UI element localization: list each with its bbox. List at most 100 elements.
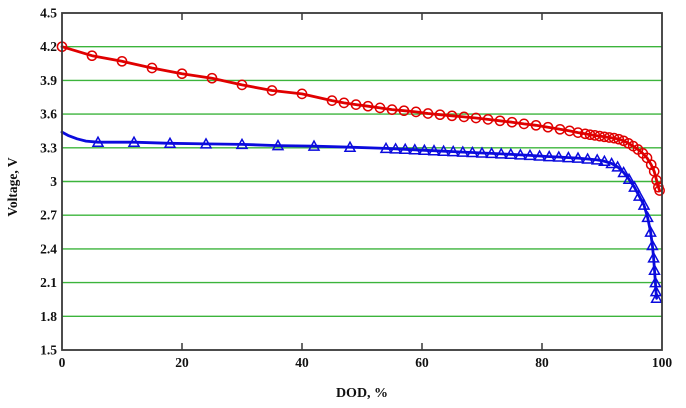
triangle-marker bbox=[235, 137, 249, 150]
triangle-marker bbox=[542, 150, 556, 162]
circle-marker bbox=[572, 127, 584, 138]
triangle-marker bbox=[307, 139, 321, 151]
circle-marker bbox=[176, 68, 188, 80]
x-tick-label: 20 bbox=[175, 355, 189, 370]
circle-marker bbox=[362, 100, 374, 112]
triangle-marker bbox=[504, 147, 518, 160]
circle-marker bbox=[338, 97, 350, 109]
triangle-marker bbox=[475, 146, 489, 158]
triangle-marker bbox=[648, 263, 661, 275]
circle-marker bbox=[326, 95, 338, 106]
circle-marker bbox=[446, 110, 458, 122]
triangle-marker bbox=[466, 145, 479, 158]
y-tick-label: 4.5 bbox=[40, 6, 57, 21]
red-circle-series-line bbox=[60, 45, 661, 192]
circle-marker bbox=[86, 50, 98, 62]
x-axis-title: DOD, % bbox=[335, 386, 389, 401]
triangle-marker bbox=[650, 291, 663, 304]
circle-marker bbox=[518, 118, 530, 130]
circle-marker bbox=[398, 105, 410, 117]
y-axis-title: Voltage, V bbox=[5, 157, 20, 217]
triangle-marker bbox=[644, 225, 657, 237]
triangle-marker bbox=[379, 141, 393, 154]
circle-marker bbox=[506, 116, 518, 128]
triangle-marker bbox=[632, 189, 646, 201]
x-tick-label: 80 bbox=[535, 355, 549, 370]
circle-marker bbox=[236, 79, 248, 91]
y-tick-label: 1.8 bbox=[40, 309, 57, 324]
circle-marker bbox=[116, 55, 128, 67]
circle-marker bbox=[206, 72, 218, 84]
triangle-marker bbox=[523, 148, 537, 161]
circle-marker bbox=[613, 133, 625, 145]
triangle-marker bbox=[552, 150, 566, 162]
triangle-marker bbox=[562, 151, 575, 163]
triangle-marker bbox=[456, 145, 470, 157]
triangle-marker bbox=[199, 137, 213, 149]
y-tick-label: 3.9 bbox=[40, 73, 57, 88]
circle-marker bbox=[542, 121, 554, 133]
y-tick-label: 2.4 bbox=[40, 241, 57, 256]
y-tick-label: 3.3 bbox=[40, 140, 57, 155]
triangle-marker bbox=[418, 143, 431, 156]
triangle-marker bbox=[163, 136, 177, 149]
x-tick-label: 0 bbox=[59, 355, 66, 370]
triangle-marker bbox=[590, 153, 604, 165]
triangle-marker bbox=[427, 144, 441, 156]
triangle-marker bbox=[437, 144, 450, 156]
triangle-marker bbox=[628, 180, 641, 192]
circle-marker bbox=[470, 112, 482, 124]
circle-marker bbox=[608, 132, 620, 144]
y-tick-label: 2.7 bbox=[40, 208, 57, 223]
x-tick-label: 100 bbox=[652, 355, 673, 370]
circle-marker bbox=[266, 85, 278, 96]
x-tick-label: 60 bbox=[415, 355, 429, 370]
triangle-marker bbox=[408, 143, 422, 155]
circle-marker bbox=[458, 111, 470, 123]
y-tick-label: 4.2 bbox=[40, 39, 57, 54]
triangle-marker bbox=[91, 135, 105, 147]
triangle-marker bbox=[641, 210, 654, 223]
circle-marker bbox=[374, 102, 386, 114]
y-tick-label: 3.6 bbox=[40, 107, 57, 122]
triangle-marker bbox=[271, 139, 285, 151]
circle-marker bbox=[494, 115, 506, 127]
triangle-marker bbox=[611, 160, 624, 172]
circle-marker bbox=[530, 119, 542, 131]
circle-marker bbox=[482, 114, 494, 125]
triangle-marker bbox=[127, 135, 141, 147]
triangle-marker bbox=[605, 156, 618, 169]
triangle-marker bbox=[533, 149, 546, 161]
y-tick-label: 3 bbox=[50, 174, 57, 189]
triangle-marker bbox=[647, 251, 660, 263]
circle-marker bbox=[146, 62, 158, 74]
triangle-marker bbox=[617, 165, 630, 178]
triangle-marker bbox=[581, 152, 594, 164]
triangle-marker bbox=[485, 146, 498, 159]
circle-marker bbox=[350, 99, 362, 110]
circle-marker bbox=[296, 88, 308, 100]
circle-marker bbox=[386, 104, 398, 115]
circle-marker bbox=[434, 109, 446, 121]
x-tick-label: 40 bbox=[295, 355, 309, 370]
triangle-marker bbox=[389, 142, 402, 154]
triangle-marker bbox=[571, 151, 585, 163]
triangle-marker bbox=[343, 140, 357, 152]
triangle-marker bbox=[646, 238, 659, 251]
circle-marker bbox=[645, 159, 657, 171]
circle-marker bbox=[654, 185, 665, 196]
y-tick-label: 2.1 bbox=[40, 275, 57, 290]
circle-marker bbox=[422, 108, 434, 119]
triangle-marker bbox=[622, 172, 636, 185]
triangle-marker bbox=[398, 142, 412, 155]
triangle-marker bbox=[637, 198, 651, 210]
circle-marker bbox=[410, 106, 422, 118]
triangle-marker bbox=[598, 154, 611, 167]
triangle-marker bbox=[446, 145, 460, 157]
y-tick-label: 1.5 bbox=[40, 343, 57, 358]
plot-border bbox=[61, 12, 663, 351]
triangle-marker bbox=[514, 148, 527, 160]
triangle-marker bbox=[494, 147, 508, 159]
